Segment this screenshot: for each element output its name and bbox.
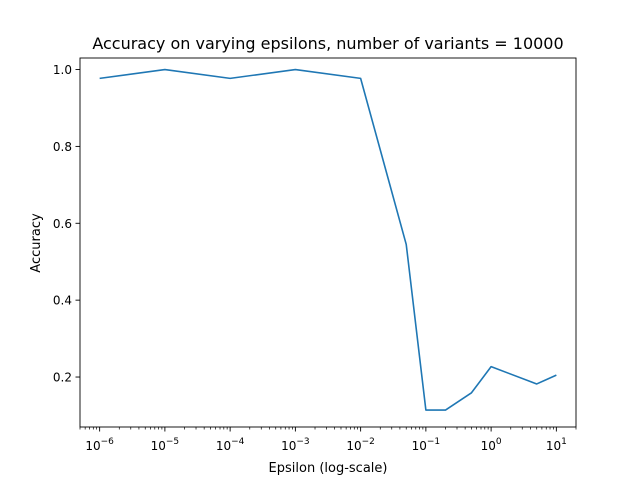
- x-tick-label: 10−3: [281, 437, 310, 453]
- y-tick-label: 0.8: [53, 140, 72, 154]
- axes-frame: [79, 57, 577, 428]
- x-axis-ticks: 10−6 10−5 10−4 10−3 10−2 10−1 100 101: [79, 427, 577, 453]
- y-tick-label: 0.2: [53, 371, 72, 385]
- x-tick-label: 10−5: [151, 437, 180, 453]
- chart-title: Accuracy on varying epsilons, number of …: [92, 34, 563, 53]
- x-tick-label: 101: [546, 437, 567, 453]
- plot-area: [79, 57, 577, 428]
- x-tick-label: 10−6: [85, 437, 114, 453]
- y-tick-label: 1.0: [53, 63, 72, 77]
- x-tick-label: 100: [481, 437, 502, 453]
- y-axis-label: Accuracy: [29, 213, 44, 273]
- y-tick-label: 0.4: [53, 294, 72, 308]
- series-line-0: [99, 68, 557, 411]
- x-tick-label: 10−4: [216, 437, 245, 453]
- x-tick-label: 10−2: [346, 437, 375, 453]
- y-axis-ticks: 0.2 0.4 0.6 0.8 1.0: [53, 63, 80, 385]
- x-tick-label: 10−1: [412, 437, 441, 453]
- y-tick-label: 0.6: [53, 217, 72, 231]
- x-axis-label: Epsilon (log-scale): [269, 461, 388, 476]
